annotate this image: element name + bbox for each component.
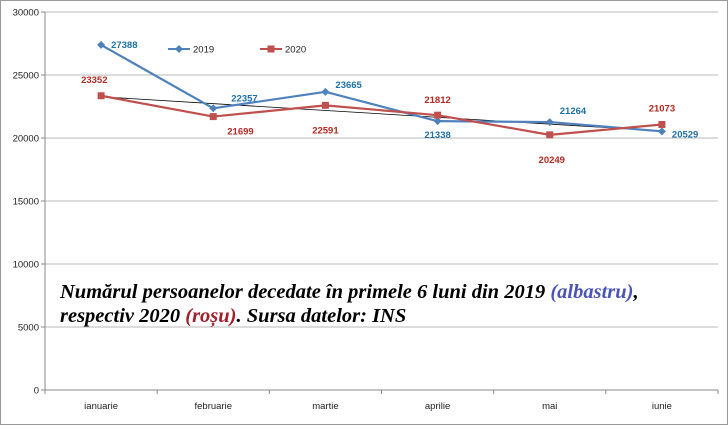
x-tick-label: februarie xyxy=(195,401,233,412)
chart-caption: Numărul persoanelor decedate în primele … xyxy=(60,280,700,328)
data-point-2020 xyxy=(321,101,329,109)
data-point-2019 xyxy=(657,127,666,136)
data-point-2020 xyxy=(434,111,442,119)
data-label-2019: 20529 xyxy=(672,129,698,140)
y-tick-label: 0 xyxy=(34,386,39,397)
data-label-2020: 23352 xyxy=(81,75,107,86)
data-label-2020: 21699 xyxy=(227,127,253,138)
y-tick-label: 30000 xyxy=(13,8,39,19)
caption-line-1: Numărul persoanelor decedate în primele … xyxy=(60,280,700,304)
y-tick-label: 20000 xyxy=(13,134,39,145)
y-tick-label: 10000 xyxy=(13,260,39,271)
data-point-2019 xyxy=(97,40,106,49)
series-line-2019 xyxy=(100,43,663,133)
data-point-2020 xyxy=(97,92,105,100)
caption-highlight-red: (roșu) xyxy=(185,305,237,327)
x-tick-label: ianuarie xyxy=(84,401,118,412)
caption-text-1: Numărul persoanelor decedate în primele … xyxy=(60,281,551,303)
series-line-2020 xyxy=(100,94,663,136)
x-tick-label: martie xyxy=(312,401,338,412)
caption-highlight-blue: (albastru) xyxy=(550,281,634,303)
x-tick-label: aprilie xyxy=(425,401,450,412)
data-label-2020: 21812 xyxy=(424,95,450,106)
data-point-2020 xyxy=(546,131,554,139)
data-label-2019: 21338 xyxy=(424,130,450,141)
caption-comma: , xyxy=(633,281,639,303)
data-point-2020 xyxy=(209,113,217,121)
legend-marker-2020 xyxy=(267,45,275,53)
data-label-2019: 22357 xyxy=(231,93,257,104)
data-point-2019 xyxy=(433,117,442,126)
y-tick-label: 25000 xyxy=(13,71,39,82)
y-tick-label: 5000 xyxy=(18,323,39,334)
y-tick-label: 15000 xyxy=(13,197,39,208)
trendline xyxy=(101,96,662,132)
data-label-2020: 20249 xyxy=(539,155,565,166)
x-tick-label: iunie xyxy=(652,401,672,412)
legend-marker-2019 xyxy=(175,45,183,53)
legend-label-2019: 2019 xyxy=(193,45,214,56)
data-label-2020: 21073 xyxy=(649,103,675,114)
caption-text-3: . Sursa datelor: INS xyxy=(236,305,407,327)
data-label-2020: 22591 xyxy=(312,125,339,136)
caption-text-2: respectiv 2020 xyxy=(60,305,186,327)
data-label-2019: 23665 xyxy=(335,80,362,91)
data-point-2019 xyxy=(321,87,330,96)
data-point-2020 xyxy=(658,120,666,128)
caption-line-2: respectiv 2020 (roșu). Sursa datelor: IN… xyxy=(60,304,700,328)
data-label-2019: 21264 xyxy=(560,106,587,117)
x-tick-label: mai xyxy=(542,401,557,412)
data-point-2019 xyxy=(545,118,554,127)
data-label-2019: 27388 xyxy=(111,40,137,51)
legend-label-2020: 2020 xyxy=(285,45,306,56)
data-point-2019 xyxy=(209,104,218,113)
